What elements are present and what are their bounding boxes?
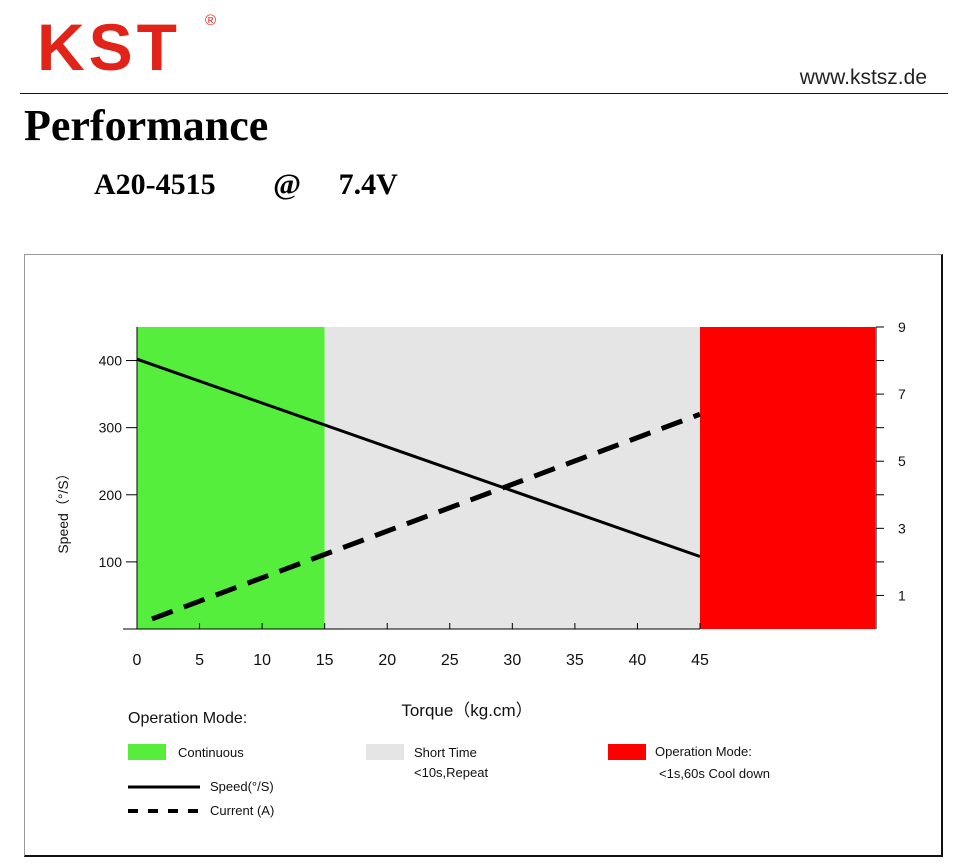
x-tick-label-20: 20	[378, 652, 396, 669]
operation-swatch	[608, 744, 646, 760]
x-tick-label-35: 35	[566, 652, 584, 669]
legend-title: Operation Mode:	[128, 710, 248, 727]
website-url[interactable]: www.kstsz.de	[799, 66, 927, 89]
operation-label-2: <1s,60s Cool down	[659, 766, 770, 781]
y-left-tick-label-100: 100	[99, 554, 123, 570]
kst-logo: KST ®	[37, 10, 216, 84]
short-time-label-2: <10s,Repeat	[414, 765, 489, 780]
x-tick-label-25: 25	[441, 652, 459, 669]
x-tick-label-30: 30	[503, 652, 521, 669]
model-name: A20-4515	[94, 168, 216, 201]
y-right-tick-label-9: 9	[898, 319, 906, 335]
zone-1	[324, 327, 700, 629]
y-right-tick-label-5: 5	[898, 453, 906, 469]
y-right-tick-label-7: 7	[898, 386, 906, 402]
model-line: A20-4515 @ 7.4V	[94, 168, 398, 202]
continuous-label: Continuous	[178, 745, 244, 760]
short-time-label-1: Short Time	[414, 745, 477, 760]
at-sign: @	[273, 168, 302, 201]
y-left-tick-label-200: 200	[99, 487, 123, 503]
x-tick-label-0: 0	[133, 652, 142, 669]
x-tick-label-40: 40	[629, 652, 647, 669]
logo-text: KST	[37, 10, 181, 84]
voltage: 7.4V	[338, 168, 398, 201]
continuous-swatch	[128, 744, 166, 760]
x-tick-label-15: 15	[316, 652, 334, 669]
x-tick-label-45: 45	[691, 652, 709, 669]
current-line	[151, 411, 701, 622]
y-axis-label: Speed（°/S）	[55, 466, 71, 553]
registered-mark: ®	[205, 12, 217, 29]
operation-label-1: Operation Mode:	[655, 744, 752, 759]
x-axis-label: Torque（kg.cm）	[401, 701, 532, 720]
zone-0	[137, 327, 325, 629]
current-legend-label: Current (A)	[210, 803, 275, 818]
speed-line	[136, 357, 701, 558]
short-time-swatch	[366, 744, 404, 760]
page-title: Performance	[24, 101, 269, 150]
x-tick-label-5: 5	[195, 652, 204, 669]
speed-legend-label: Speed(°/S)	[210, 779, 274, 794]
header-divider	[20, 93, 948, 94]
y-left-tick-label-300: 300	[99, 420, 123, 436]
y-right-tick-label-3: 3	[898, 520, 906, 536]
y-right-tick-label-1: 1	[898, 587, 906, 603]
zone-2	[700, 327, 876, 629]
x-tick-label-10: 10	[253, 652, 271, 669]
y-left-tick-label-400: 400	[99, 353, 123, 369]
chart-frame	[24, 254, 943, 857]
